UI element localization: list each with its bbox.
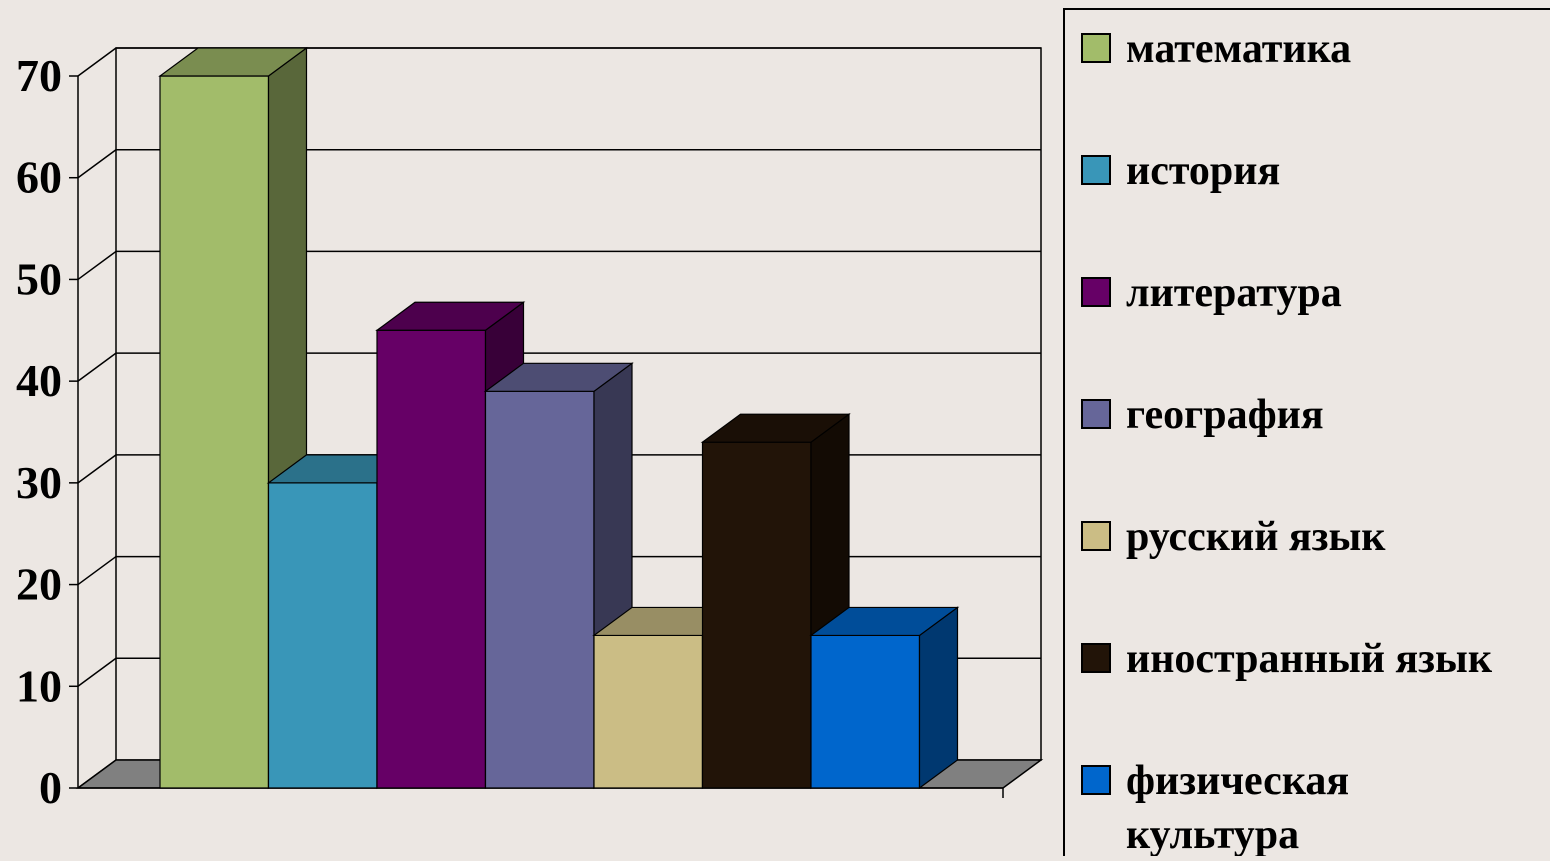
- legend-label: иностранный язык: [1126, 636, 1493, 682]
- legend-label-line: культура: [1126, 812, 1299, 856]
- legend-label-line: физическая: [1126, 758, 1349, 804]
- bar-front: [267, 482, 378, 789]
- bar-top: [375, 301, 526, 331]
- legend-box: [1063, 8, 1550, 861]
- legend-label: физическая культура: [1126, 758, 1349, 856]
- legend-swatch: [1081, 765, 1111, 795]
- y-tick-label: 0: [39, 762, 62, 813]
- bar-front: [810, 634, 921, 789]
- legend-label: история: [1126, 148, 1280, 194]
- gridline-side: [77, 555, 117, 586]
- bar-front: [701, 441, 812, 789]
- y-tick-label: 70: [16, 50, 62, 101]
- legend-swatch: [1081, 399, 1111, 429]
- bars: [158, 46, 960, 790]
- gridline-side: [77, 454, 117, 484]
- bar: [809, 606, 960, 790]
- gridline-side: [77, 47, 117, 77]
- legend-swatch: [1081, 643, 1111, 673]
- legend: математика история литература география русс…: [1063, 8, 1550, 861]
- bar-top: [483, 362, 634, 392]
- y-tick-label: 50: [16, 253, 62, 304]
- bar-top: [700, 413, 851, 443]
- bar-side: [918, 606, 959, 790]
- legend-label: литература: [1126, 270, 1342, 316]
- bar-front: [376, 329, 487, 789]
- y-tick-label: 60: [16, 152, 62, 203]
- legend-label: география: [1126, 392, 1324, 438]
- y-tick-label: 10: [16, 660, 62, 711]
- y-tick-label: 30: [16, 457, 62, 508]
- legend-swatch: [1081, 33, 1111, 63]
- bar-front: [484, 390, 595, 789]
- gridline-side: [77, 352, 117, 382]
- gridline-side: [77, 250, 117, 281]
- bar-top: [158, 47, 309, 77]
- bar-front: [159, 75, 270, 789]
- legend-swatch: [1081, 277, 1111, 307]
- legend-swatch: [1081, 521, 1111, 551]
- legend-label: математика: [1126, 26, 1351, 72]
- legend-label: русский язык: [1126, 514, 1386, 560]
- y-axis: 0 10 20 30 40 50 60 70: [16, 50, 78, 813]
- bar-top: [809, 606, 960, 637]
- bar-front: [593, 634, 704, 789]
- gridline-side: [77, 657, 117, 687]
- gridline-side: [77, 149, 117, 179]
- y-tick-label: 40: [16, 355, 62, 406]
- legend-swatch: [1081, 155, 1111, 185]
- y-tick-label: 20: [16, 559, 62, 610]
